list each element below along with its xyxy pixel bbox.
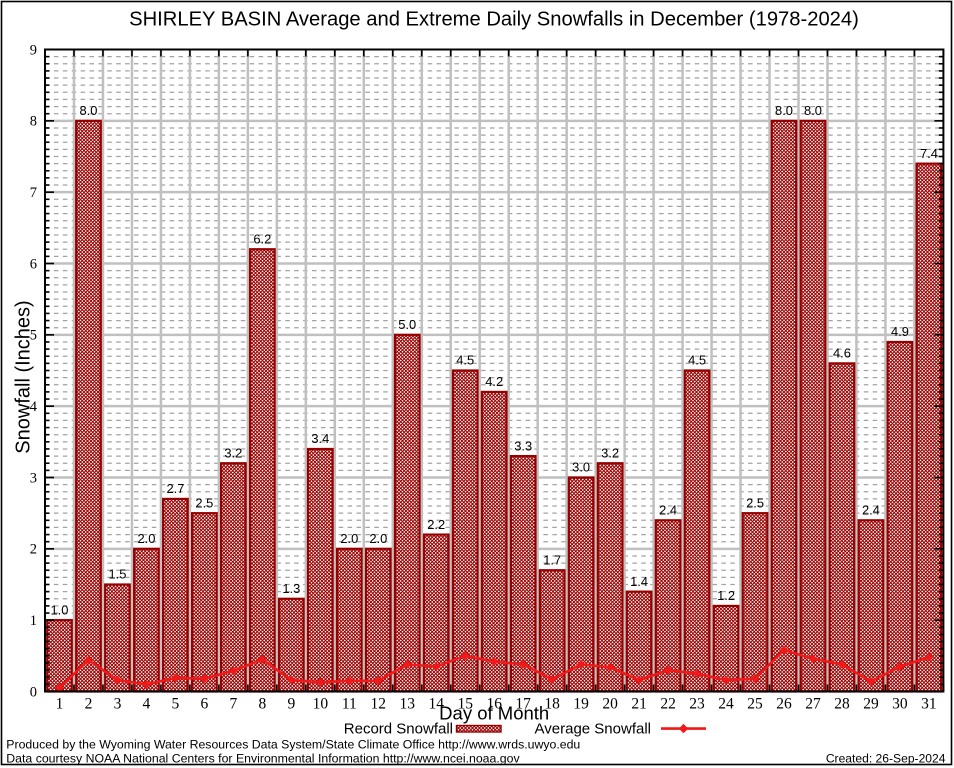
svg-text:31: 31: [921, 696, 937, 713]
svg-text:26: 26: [776, 696, 792, 713]
svg-text:Produced by the Wyoming Water: Produced by the Wyoming Water Resources …: [6, 738, 580, 752]
svg-text:8: 8: [258, 696, 266, 713]
svg-text:3.2: 3.2: [601, 445, 619, 460]
svg-text:3.2: 3.2: [224, 445, 242, 460]
svg-text:6: 6: [201, 696, 209, 713]
svg-text:2.2: 2.2: [427, 517, 445, 532]
svg-text:1: 1: [30, 613, 37, 629]
svg-text:20: 20: [602, 696, 618, 713]
svg-text:1.3: 1.3: [282, 581, 300, 596]
svg-text:7: 7: [30, 185, 37, 201]
svg-text:5: 5: [172, 696, 180, 713]
svg-text:2.4: 2.4: [862, 503, 880, 518]
svg-text:4: 4: [143, 696, 151, 713]
svg-text:2.5: 2.5: [195, 495, 213, 510]
svg-text:24: 24: [718, 696, 734, 713]
svg-text:SHIRLEY BASIN Average and Extr: SHIRLEY BASIN Average and Extreme Daily …: [129, 9, 859, 31]
svg-text:10: 10: [313, 696, 329, 713]
svg-text:1.5: 1.5: [108, 567, 126, 582]
svg-text:18: 18: [544, 696, 560, 713]
svg-text:5: 5: [30, 328, 37, 344]
svg-text:4.9: 4.9: [891, 324, 909, 339]
svg-text:29: 29: [863, 696, 879, 713]
svg-text:Data courtesy NOAA National Ce: Data courtesy NOAA National Centers for …: [6, 752, 520, 766]
svg-text:9: 9: [30, 42, 37, 58]
svg-text:3: 3: [114, 696, 122, 713]
svg-text:16: 16: [486, 696, 502, 713]
svg-text:8.0: 8.0: [80, 103, 98, 118]
svg-text:Average Snowfall: Average Snowfall: [535, 721, 651, 738]
svg-text:2.5: 2.5: [746, 495, 764, 510]
svg-text:2: 2: [30, 542, 37, 558]
svg-text:Snowfall (Inches): Snowfall (Inches): [13, 300, 35, 453]
svg-text:8.0: 8.0: [775, 103, 793, 118]
svg-text:22: 22: [660, 696, 676, 713]
svg-text:Day of Month: Day of Month: [439, 703, 549, 724]
svg-text:5.0: 5.0: [398, 317, 416, 332]
svg-text:3: 3: [30, 470, 37, 486]
svg-text:3.0: 3.0: [572, 460, 590, 475]
svg-text:1.2: 1.2: [717, 588, 735, 603]
svg-text:17: 17: [515, 696, 531, 713]
svg-text:4.2: 4.2: [485, 374, 503, 389]
svg-text:4.5: 4.5: [688, 353, 706, 368]
svg-text:28: 28: [834, 696, 850, 713]
svg-text:23: 23: [689, 696, 705, 713]
svg-text:9: 9: [287, 696, 295, 713]
svg-text:Record Snowfall: Record Snowfall: [344, 721, 453, 738]
svg-text:2.0: 2.0: [137, 531, 155, 546]
svg-text:4.6: 4.6: [833, 346, 851, 361]
svg-text:2: 2: [85, 696, 93, 713]
svg-text:14: 14: [428, 696, 444, 713]
svg-text:1.4: 1.4: [630, 574, 648, 589]
svg-text:1: 1: [56, 696, 64, 713]
svg-text:1.0: 1.0: [51, 602, 69, 617]
svg-text:19: 19: [573, 696, 589, 713]
svg-text:7.4: 7.4: [920, 146, 938, 161]
svg-text:1.7: 1.7: [543, 552, 561, 567]
svg-text:Created: 26-Sep-2024: Created: 26-Sep-2024: [826, 752, 946, 766]
svg-text:3.3: 3.3: [514, 438, 532, 453]
svg-text:25: 25: [747, 696, 763, 713]
svg-text:13: 13: [400, 696, 416, 713]
svg-text:12: 12: [371, 696, 387, 713]
svg-text:2.0: 2.0: [369, 531, 387, 546]
svg-text:7: 7: [229, 696, 237, 713]
svg-text:6.2: 6.2: [253, 231, 271, 246]
svg-text:3.4: 3.4: [311, 431, 329, 446]
svg-text:30: 30: [892, 696, 908, 713]
svg-text:8.0: 8.0: [804, 103, 822, 118]
svg-text:27: 27: [805, 696, 821, 713]
svg-text:4.5: 4.5: [456, 353, 474, 368]
svg-text:2.0: 2.0: [340, 531, 358, 546]
svg-text:11: 11: [342, 696, 357, 713]
svg-text:6: 6: [30, 256, 37, 272]
svg-text:0: 0: [30, 684, 37, 700]
svg-text:8: 8: [30, 114, 37, 130]
svg-text:2.4: 2.4: [659, 503, 677, 518]
svg-text:2.7: 2.7: [166, 481, 184, 496]
svg-text:21: 21: [631, 696, 647, 713]
svg-text:4: 4: [30, 399, 38, 415]
svg-text:15: 15: [457, 696, 473, 713]
